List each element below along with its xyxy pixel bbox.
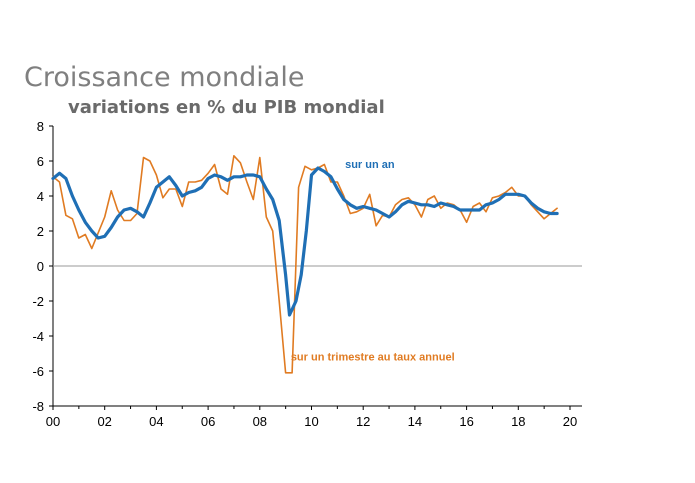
x-tick-label: 08: [253, 414, 267, 429]
x-tick-label: 00: [46, 414, 60, 429]
y-tick-label: -8: [32, 399, 44, 414]
y-tick-label: -6: [32, 364, 44, 379]
label-quarterly: sur un trimestre au taux annuel: [291, 352, 455, 364]
y-tick-label: 2: [37, 224, 44, 239]
y-tick-label: 0: [37, 259, 44, 274]
label-annual: sur un an: [345, 159, 395, 171]
series-line-annual: [51, 166, 559, 317]
x-tick-label: 12: [356, 414, 370, 429]
x-tick-label: 20: [563, 414, 577, 429]
y-tick-label: 6: [37, 154, 44, 169]
y-tick-label: -2: [32, 294, 44, 309]
chart-title: Croissance mondiale: [24, 62, 305, 93]
y-tick-label: 8: [37, 119, 44, 134]
x-tick-label: 02: [97, 414, 111, 429]
x-tick-label: 04: [149, 414, 163, 429]
x-tick-label: 18: [511, 414, 525, 429]
y-tick-label: -4: [32, 329, 44, 344]
x-tick-label: 16: [459, 414, 473, 429]
x-tick-label: 06: [201, 414, 215, 429]
x-tick-label: 10: [304, 414, 318, 429]
y-tick-label: 4: [37, 189, 44, 204]
series-line-quarterly: [52, 155, 558, 374]
x-tick-label: 14: [408, 414, 422, 429]
chart-subtitle: variations en % du PIB mondial: [68, 97, 385, 118]
annotations: sur un an sur un trimestre au taux annuel: [291, 159, 455, 364]
plot-area: [51, 155, 559, 374]
